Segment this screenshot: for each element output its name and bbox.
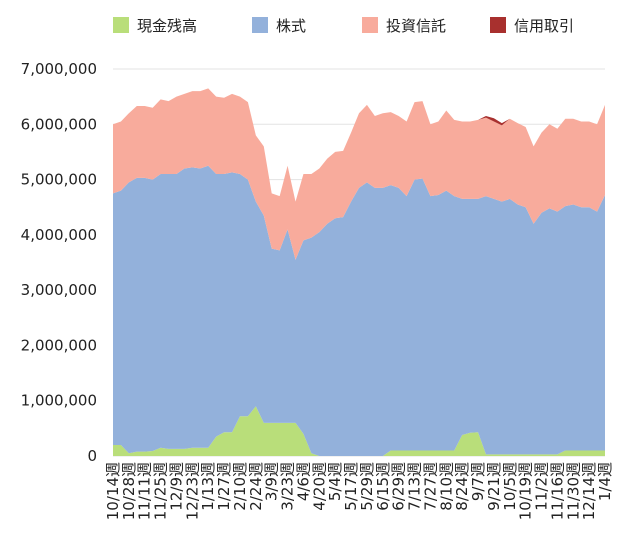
area [113, 165, 605, 456]
y-tick-label: 2,000,000 [21, 336, 97, 354]
x-tick-label: 9/7週 [469, 462, 487, 501]
x-tick-label: 12/23週 [183, 462, 201, 520]
x-tick-label: 6/15週 [374, 462, 392, 511]
x-tick-label: 11/2週 [533, 462, 551, 511]
y-tick-label: 7,000,000 [21, 60, 97, 78]
legend-label: 信用取引 [514, 17, 574, 35]
x-tick-label: 8/24週 [453, 462, 471, 511]
x-tick-label: 9/21週 [485, 462, 503, 511]
legend-swatch [490, 17, 506, 33]
x-tick-label: 5/29週 [358, 462, 376, 511]
x-tick-label: 3/23週 [279, 462, 297, 511]
x-tick-label: 11/16週 [548, 462, 566, 520]
x-tick-label: 11/11週 [136, 462, 154, 520]
x-tick-label: 1/4週 [596, 462, 614, 501]
x-tick-label: 3/9週 [263, 462, 281, 501]
x-tick-label: 2/10週 [231, 462, 249, 511]
x-tick-label: 10/5週 [501, 462, 519, 511]
y-tick-label: 0 [87, 447, 97, 465]
x-tick-label: 11/25週 [152, 462, 170, 520]
x-tick-label: 1/27週 [215, 462, 233, 511]
x-tick-label: 11/30週 [564, 462, 582, 520]
y-tick-label: 3,000,000 [21, 281, 97, 299]
x-tick-label: 7/27週 [421, 462, 439, 511]
x-tick-label: 10/19週 [517, 462, 535, 520]
x-tick-label: 4/6週 [294, 462, 312, 501]
legend-swatch [252, 17, 268, 33]
y-tick-label: 5,000,000 [21, 171, 97, 189]
y-tick-label: 1,000,000 [21, 392, 97, 410]
legend-label: 現金残高 [137, 17, 197, 35]
x-tick-label: 8/10週 [437, 462, 455, 511]
y-tick-label: 6,000,000 [21, 115, 97, 133]
x-tick-label: 2/24週 [247, 462, 265, 511]
legend-swatch [362, 17, 378, 33]
x-tick-label: 6/29週 [390, 462, 408, 511]
x-tick-label: 10/28週 [120, 462, 138, 520]
x-tick-label: 12/14週 [580, 462, 598, 520]
legend-label: 株式 [276, 17, 306, 35]
x-tick-label: 5/4週 [326, 462, 344, 501]
legend-swatch [113, 17, 129, 33]
x-tick-label: 10/14週 [104, 462, 122, 520]
x-tick-label: 1/13週 [199, 462, 217, 511]
x-tick-label: 7/13週 [406, 462, 424, 511]
area [113, 406, 605, 456]
area [113, 88, 605, 260]
legend-label: 投資信託 [386, 17, 446, 35]
y-tick-label: 4,000,000 [21, 226, 97, 244]
x-tick-label: 12/9週 [167, 462, 185, 511]
x-tick-label: 5/17週 [342, 462, 360, 511]
x-tick-label: 4/20週 [310, 462, 328, 511]
